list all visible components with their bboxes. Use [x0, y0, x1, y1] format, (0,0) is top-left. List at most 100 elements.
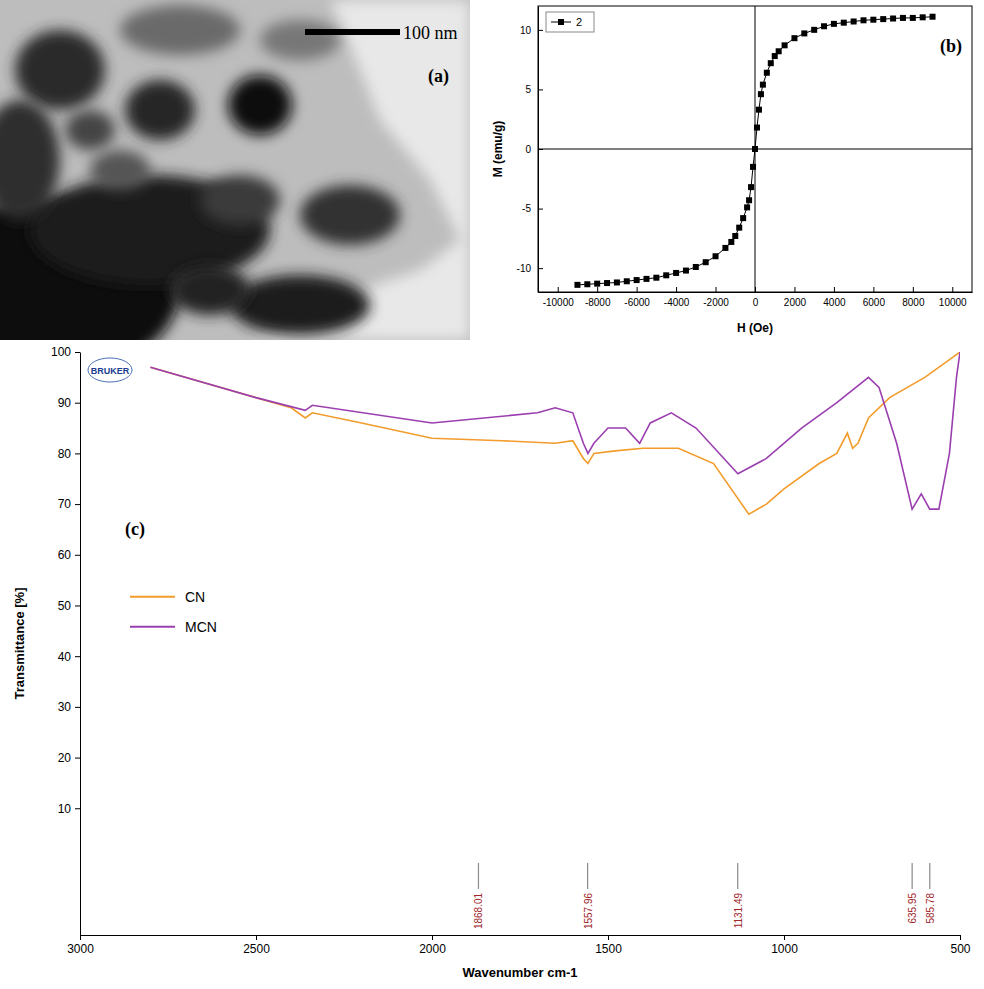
- marker: [736, 225, 742, 231]
- tick: 70: [58, 497, 80, 511]
- tick-mark: [716, 287, 717, 292]
- marker: [851, 18, 857, 24]
- series-line: [577, 17, 932, 285]
- marker: [574, 282, 580, 288]
- marker: [584, 281, 590, 287]
- tick: 3000: [67, 935, 94, 956]
- figure-svg: 100 nm(a)-10000-8000-6000-4000-200002000…: [0, 0, 984, 989]
- tick-mark: [75, 808, 80, 809]
- peak-label: 1557.96: [583, 893, 594, 930]
- tick-mark: [952, 287, 953, 292]
- tick-label: 3000: [67, 942, 94, 956]
- tick: 6000: [863, 287, 886, 308]
- tick-label: 50: [58, 599, 72, 613]
- tick: 30: [58, 700, 80, 714]
- panel-label: (c): [125, 519, 145, 540]
- legend-box: [546, 12, 594, 32]
- tick-mark: [538, 209, 543, 210]
- tick-mark: [256, 935, 257, 940]
- tick: 50: [58, 599, 80, 613]
- logo: BRUKER: [88, 358, 132, 382]
- marker: [760, 82, 766, 88]
- tick-label: 10000: [939, 297, 967, 308]
- marker: [614, 279, 620, 285]
- peak-line: [587, 863, 588, 889]
- marker: [713, 253, 719, 259]
- texture: [300, 185, 400, 245]
- marker: [683, 268, 689, 274]
- marker: [754, 125, 760, 131]
- tick-mark: [538, 89, 543, 90]
- tick-label: 10: [58, 802, 72, 816]
- tick: 100: [51, 345, 80, 359]
- marker: [756, 107, 762, 113]
- tick-label: 2500: [243, 942, 270, 956]
- tick-label: -10: [517, 263, 532, 274]
- tick-label: 0: [525, 144, 531, 155]
- marker: [821, 23, 827, 29]
- marker: [801, 30, 807, 36]
- texture: [90, 150, 150, 190]
- panel-c: 3000250020001500100050010203040506070809…: [12, 345, 971, 980]
- tick: 2000: [419, 935, 446, 956]
- texture: [0, 100, 60, 220]
- peak-label: 1868.01: [473, 893, 484, 930]
- tick-mark: [75, 707, 80, 708]
- texture: [120, 5, 240, 55]
- tick-label: 5: [525, 84, 531, 95]
- legend: 2: [546, 12, 594, 32]
- legend-line: [130, 626, 175, 628]
- tick: -10: [517, 263, 543, 274]
- tick: 2500: [243, 935, 270, 956]
- tick-mark: [75, 758, 80, 759]
- marker: [732, 233, 738, 239]
- tick: 1000: [771, 935, 798, 956]
- scale-bar-label: 100 nm: [403, 23, 458, 43]
- marker: [910, 15, 916, 21]
- marker: [722, 245, 728, 251]
- tick-label: 2000: [784, 297, 807, 308]
- panel-a: 100 nm (a): [0, 0, 470, 380]
- tick: -2000: [703, 287, 729, 308]
- tick: 2000: [784, 287, 807, 308]
- marker: [744, 204, 750, 210]
- tick-label: 20: [58, 751, 72, 765]
- marker: [920, 14, 926, 20]
- peak-line: [912, 863, 913, 889]
- tick: 80: [58, 447, 80, 461]
- tick-label: 8000: [902, 297, 925, 308]
- marker: [831, 21, 837, 27]
- marker: [693, 264, 699, 270]
- tick-label: 6000: [863, 297, 886, 308]
- tick: -4000: [664, 287, 690, 308]
- marker: [624, 278, 630, 284]
- y-axis-title: M (emu/g): [491, 121, 505, 178]
- marker: [930, 14, 936, 20]
- tick-label: 80: [58, 447, 72, 461]
- panel-label: (a): [428, 66, 449, 87]
- scale-bar: [305, 29, 400, 35]
- tick: 0: [753, 287, 759, 308]
- texture: [200, 175, 280, 225]
- peak-label: 1131.49: [733, 893, 744, 929]
- series-line: [150, 352, 960, 509]
- tick: 20: [58, 751, 80, 765]
- tick: -8000: [585, 287, 611, 308]
- axis: 102030405060708090100: [51, 345, 81, 935]
- marker: [861, 17, 867, 23]
- legend-label: MCN: [185, 619, 217, 635]
- tick: 60: [58, 548, 80, 562]
- tick-mark: [784, 935, 785, 940]
- legend-label: 2: [576, 16, 582, 28]
- tick-mark: [597, 287, 598, 292]
- marker: [758, 91, 764, 97]
- tick-label: 2000: [419, 942, 446, 956]
- tick-label: 0: [753, 297, 759, 308]
- marker: [740, 215, 746, 221]
- texture: [15, 30, 105, 110]
- texture: [228, 75, 292, 135]
- tick-label: 1500: [595, 942, 622, 956]
- tick-label: 1000: [771, 942, 798, 956]
- x-axis-title: H (Oe): [737, 321, 773, 335]
- y-axis-title: Transmittance [%]: [12, 588, 27, 700]
